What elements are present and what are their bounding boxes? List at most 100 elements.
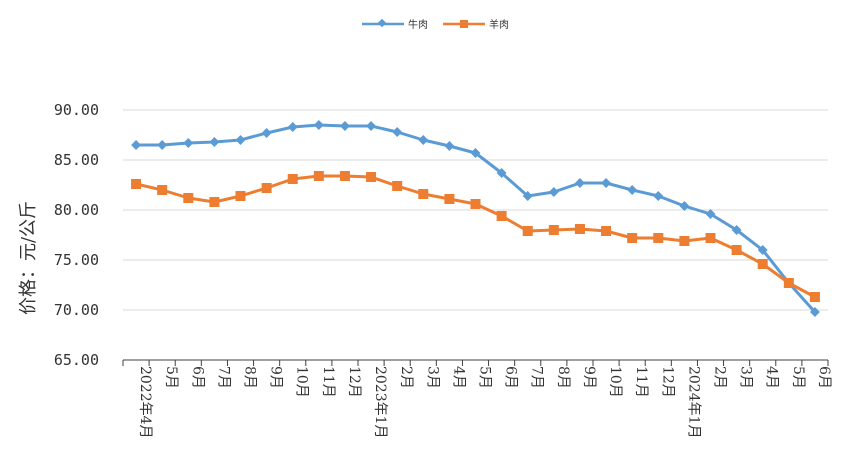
data-point xyxy=(679,201,690,211)
x-tick-label: 2023年1月 xyxy=(372,366,388,439)
data-point xyxy=(183,138,194,148)
data-point xyxy=(496,211,507,221)
data-point xyxy=(261,183,272,193)
y-axis-tick-labels: 65.00 70.00 75.00 80.00 85.00 90.00 xyxy=(54,101,99,369)
data-point xyxy=(809,292,820,302)
data-point xyxy=(522,191,533,201)
data-point xyxy=(235,135,246,145)
x-tick-label: 6月 xyxy=(503,366,519,389)
y-tick-label: 80.00 xyxy=(54,201,99,219)
y-tick-label: 65.00 xyxy=(54,351,99,369)
x-tick-label: 11月 xyxy=(633,366,649,398)
data-point xyxy=(339,121,350,131)
x-tick-label: 4月 xyxy=(764,366,780,389)
y-axis-label: 价格：元/公斤 xyxy=(18,201,39,315)
data-point xyxy=(209,197,220,207)
x-tick-label: 7月 xyxy=(529,366,545,389)
x-tick-label: 12月 xyxy=(659,366,675,398)
data-point xyxy=(757,245,768,255)
series-2 xyxy=(131,171,820,302)
data-point xyxy=(627,233,638,243)
data-point xyxy=(261,128,272,138)
data-point xyxy=(366,172,377,182)
data-point xyxy=(731,225,742,235)
data-point xyxy=(757,259,768,269)
x-axis: 2022年4月 5月 6月 7月 8月 9月 10月 11月 12月 2023年1月 2月 3月 4月 5… xyxy=(122,359,832,439)
data-point xyxy=(548,225,559,235)
x-tick-label: 5月 xyxy=(477,366,493,389)
data-point xyxy=(653,233,664,243)
x-tick-label: 6月 xyxy=(189,366,205,389)
data-point xyxy=(574,224,585,234)
data-point xyxy=(183,193,194,203)
legend-item-series-2: 羊肉 xyxy=(443,18,509,31)
data-point xyxy=(287,174,298,184)
data-point xyxy=(496,168,507,178)
data-point xyxy=(731,245,742,255)
data-point xyxy=(653,191,664,201)
data-point xyxy=(313,120,324,130)
data-point xyxy=(157,185,168,195)
data-point xyxy=(470,199,481,209)
data-point xyxy=(470,148,481,158)
y-tick-label: 85.00 xyxy=(54,151,99,169)
x-tick-label: 2022年4月 xyxy=(137,366,153,439)
x-tick-label: 4月 xyxy=(450,366,466,389)
y-tick-label: 75.00 xyxy=(54,251,99,269)
data-point xyxy=(783,278,794,288)
data-point xyxy=(157,140,168,150)
data-point xyxy=(209,137,220,147)
data-point xyxy=(809,307,820,317)
y-tick-label: 70.00 xyxy=(54,301,99,319)
data-point xyxy=(444,141,455,151)
x-tick-label: 3月 xyxy=(424,366,440,389)
data-point xyxy=(366,121,377,131)
data-point xyxy=(522,226,533,236)
data-point xyxy=(548,187,559,197)
x-tick-label: 11月 xyxy=(320,366,336,398)
data-point xyxy=(131,140,142,150)
x-tick-label: 2月 xyxy=(398,366,414,389)
data-point xyxy=(601,178,612,188)
data-point xyxy=(444,194,455,204)
x-tick-label: 9月 xyxy=(581,366,597,389)
x-tick-label: 6月 xyxy=(816,366,832,389)
legend: 牛肉 羊肉 xyxy=(362,18,509,31)
gridlines xyxy=(123,109,828,311)
legend-label-series-2: 羊肉 xyxy=(489,18,509,31)
data-point xyxy=(339,171,350,181)
series-1 xyxy=(131,120,820,317)
data-point xyxy=(392,127,403,137)
legend-item-series-1: 牛肉 xyxy=(362,18,428,31)
x-tick-label: 10月 xyxy=(607,366,623,398)
x-tick-label: 10月 xyxy=(294,366,310,398)
series-group xyxy=(131,120,820,317)
x-tick-label: 9月 xyxy=(268,366,284,389)
x-tick-label: 3月 xyxy=(738,366,754,389)
x-tick-label: 5月 xyxy=(163,366,179,389)
data-point xyxy=(627,185,638,195)
x-tick-label: 12月 xyxy=(346,366,362,398)
data-point xyxy=(601,226,612,236)
x-tick-label: 2024年1月 xyxy=(685,366,701,439)
data-point xyxy=(131,179,142,189)
data-point xyxy=(287,122,298,132)
data-point xyxy=(418,135,429,145)
data-point xyxy=(705,209,716,219)
x-tick-label: 2月 xyxy=(712,366,728,389)
legend-marker-series-1 xyxy=(377,18,387,28)
x-tick-label: 5月 xyxy=(790,366,806,389)
x-tick-label: 7月 xyxy=(215,366,231,389)
data-point xyxy=(235,191,246,201)
legend-label-series-1: 牛肉 xyxy=(408,18,428,31)
y-tick-label: 90.00 xyxy=(54,101,99,119)
x-tick-label: 8月 xyxy=(242,366,258,389)
x-tick-label: 8月 xyxy=(555,366,571,389)
data-point xyxy=(313,171,324,181)
data-point xyxy=(574,178,585,188)
data-point xyxy=(679,236,690,246)
data-point xyxy=(705,233,716,243)
data-point xyxy=(392,181,403,191)
legend-marker-series-2 xyxy=(460,20,468,28)
